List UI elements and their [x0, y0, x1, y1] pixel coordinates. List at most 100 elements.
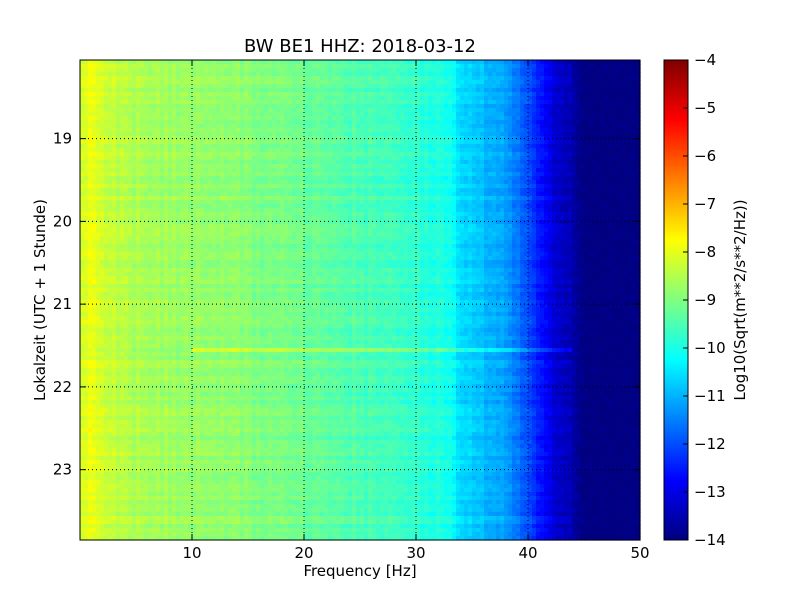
- heatmap-cell: [324, 140, 329, 145]
- heatmap-cell: [600, 180, 605, 185]
- heatmap-cell: [292, 104, 297, 109]
- heatmap-cell: [516, 188, 521, 193]
- heatmap-cell: [348, 108, 353, 113]
- heatmap-cell: [276, 112, 281, 117]
- heatmap-cell: [456, 164, 461, 169]
- heatmap-cell: [116, 192, 121, 197]
- heatmap-cell: [208, 132, 213, 137]
- heatmap-cell: [108, 144, 113, 149]
- heatmap-cell: [332, 96, 337, 101]
- heatmap-cell: [328, 164, 333, 169]
- heatmap-cell: [560, 84, 565, 89]
- heatmap-cell: [532, 160, 537, 165]
- heatmap-cell: [120, 120, 125, 125]
- heatmap-cell: [136, 160, 141, 165]
- heatmap-cell: [152, 116, 157, 121]
- heatmap-cell: [212, 76, 217, 81]
- heatmap-cell: [452, 120, 457, 125]
- heatmap-cell: [244, 164, 249, 169]
- heatmap-cell: [332, 64, 337, 69]
- heatmap-cell: [224, 80, 229, 85]
- heatmap-cell: [336, 168, 341, 173]
- heatmap-cell: [80, 156, 85, 161]
- heatmap-cell: [440, 88, 445, 93]
- heatmap-cell: [164, 164, 169, 169]
- heatmap-cell: [628, 164, 633, 169]
- heatmap-cell: [268, 172, 273, 177]
- heatmap-cell: [624, 68, 629, 73]
- heatmap-cell: [452, 76, 457, 81]
- heatmap-cell: [520, 144, 525, 149]
- heatmap-cell: [108, 176, 113, 181]
- heatmap-cell: [104, 64, 109, 69]
- heatmap-cell: [392, 196, 397, 201]
- heatmap-cell: [460, 112, 465, 117]
- heatmap-cell: [164, 200, 169, 205]
- heatmap-cell: [328, 184, 333, 189]
- heatmap-cell: [232, 64, 237, 69]
- heatmap-cell: [132, 108, 137, 113]
- heatmap-cell: [388, 148, 393, 153]
- heatmap-cell: [304, 160, 309, 165]
- heatmap-cell: [596, 104, 601, 109]
- heatmap-cell: [528, 172, 533, 177]
- heatmap-cell: [348, 164, 353, 169]
- heatmap-cell: [388, 144, 393, 149]
- heatmap-cell: [428, 120, 433, 125]
- heatmap-cell: [468, 192, 473, 197]
- heatmap-cell: [88, 104, 93, 109]
- heatmap-cell: [156, 200, 161, 205]
- heatmap-cell: [340, 136, 345, 141]
- heatmap-cell: [216, 176, 221, 181]
- heatmap-cell: [96, 156, 101, 161]
- heatmap-cell: [468, 68, 473, 73]
- heatmap-cell: [148, 172, 153, 177]
- heatmap-cell: [520, 148, 525, 153]
- heatmap-cell: [316, 64, 321, 69]
- heatmap-cell: [256, 84, 261, 89]
- heatmap-cell: [232, 68, 237, 73]
- heatmap-cell: [280, 88, 285, 93]
- heatmap-cell: [160, 200, 165, 205]
- heatmap-cell: [172, 180, 177, 185]
- heatmap-cell: [348, 148, 353, 153]
- heatmap-cell: [584, 136, 589, 141]
- heatmap-cell: [100, 172, 105, 177]
- heatmap-cell: [156, 144, 161, 149]
- heatmap-cell: [204, 108, 209, 113]
- heatmap-cell: [212, 104, 217, 109]
- heatmap-cell: [316, 188, 321, 193]
- heatmap-cell: [588, 120, 593, 125]
- heatmap-cell: [156, 148, 161, 153]
- heatmap-cell: [496, 72, 501, 77]
- heatmap-cell: [504, 124, 509, 129]
- heatmap-cell: [332, 192, 337, 197]
- heatmap-cell: [608, 148, 613, 153]
- heatmap-cell: [120, 124, 125, 129]
- heatmap-cell: [208, 128, 213, 133]
- heatmap-cell: [96, 184, 101, 189]
- heatmap-cell: [628, 76, 633, 81]
- heatmap-cell: [320, 200, 325, 205]
- heatmap-cell: [608, 168, 613, 173]
- heatmap-cell: [524, 72, 529, 77]
- heatmap-cell: [304, 124, 309, 129]
- heatmap-cell: [352, 140, 357, 145]
- heatmap-cell: [444, 172, 449, 177]
- heatmap-cell: [636, 192, 641, 197]
- heatmap-cell: [144, 72, 149, 77]
- heatmap-cell: [580, 140, 585, 145]
- heatmap-cell: [256, 124, 261, 129]
- heatmap-cell: [580, 184, 585, 189]
- heatmap-cell: [620, 100, 625, 105]
- heatmap-cell: [112, 88, 117, 93]
- heatmap-cell: [280, 140, 285, 145]
- heatmap-cell: [316, 104, 321, 109]
- heatmap-cell: [568, 96, 573, 101]
- heatmap-cell: [300, 196, 305, 201]
- heatmap-cell: [220, 144, 225, 149]
- heatmap-cell: [208, 72, 213, 77]
- heatmap-cell: [592, 64, 597, 69]
- heatmap-cell: [628, 132, 633, 137]
- heatmap-cell: [636, 100, 641, 105]
